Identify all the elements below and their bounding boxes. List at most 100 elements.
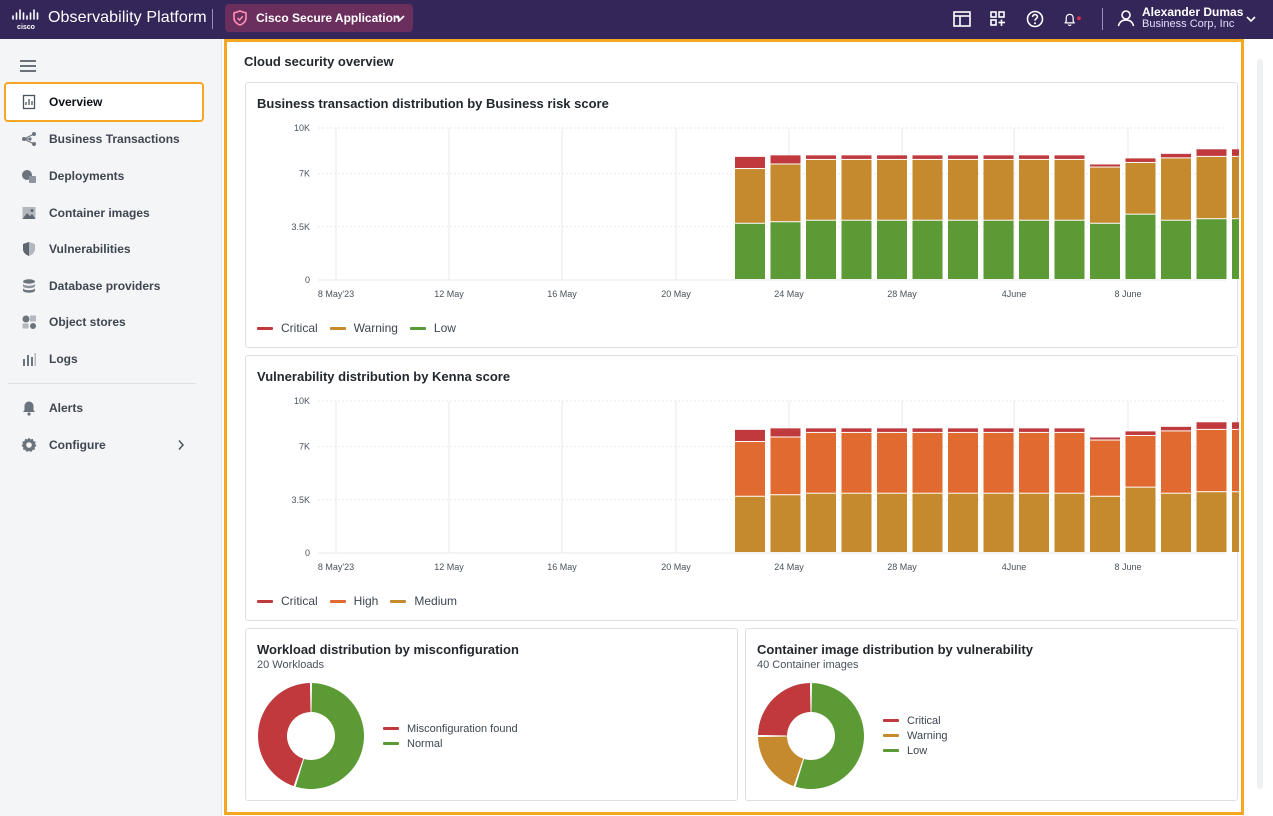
bar-segment-medium[interactable] <box>912 493 943 552</box>
legend-item-warning[interactable]: Warning <box>883 728 948 743</box>
bar-segment-high[interactable] <box>841 432 872 493</box>
bar-segment-high[interactable] <box>806 432 836 493</box>
bar-segment-high[interactable] <box>983 432 1014 493</box>
user-avatar-icon[interactable] <box>1116 8 1136 28</box>
bar-segment-low[interactable] <box>1125 214 1156 279</box>
donut-slice-critical[interactable] <box>758 683 811 736</box>
bar-segment-low[interactable] <box>770 222 801 279</box>
legend-item-misconfiguration-found[interactable]: Misconfiguration found <box>383 721 518 736</box>
bar-segment-critical[interactable] <box>1125 158 1156 162</box>
bar-segment-critical[interactable] <box>983 155 1014 159</box>
bar-segment-warning[interactable] <box>806 159 836 220</box>
page-scrollbar[interactable] <box>1257 59 1263 789</box>
bar-segment-critical[interactable] <box>948 428 978 432</box>
bar-segment-low[interactable] <box>1161 220 1191 279</box>
bar-segment-critical[interactable] <box>1019 428 1049 432</box>
sidebar-item-container-images[interactable]: Container images <box>8 197 203 229</box>
bar-segment-medium[interactable] <box>1196 492 1227 552</box>
help-icon[interactable] <box>1025 9 1045 29</box>
bar-segment-low[interactable] <box>735 223 765 279</box>
bar-segment-low[interactable] <box>1090 223 1120 279</box>
bar-segment-warning[interactable] <box>912 159 943 220</box>
bar-segment-critical[interactable] <box>912 428 943 432</box>
bar-segment-critical[interactable] <box>1196 422 1227 429</box>
bar-segment-critical[interactable] <box>948 155 978 159</box>
bar-segment-critical[interactable] <box>877 428 907 432</box>
bar-segment-medium[interactable] <box>877 493 907 552</box>
bar-segment-high[interactable] <box>912 432 943 493</box>
bar-segment-medium[interactable] <box>1232 492 1239 552</box>
hamburger-menu-icon[interactable] <box>20 60 36 72</box>
bar-segment-critical[interactable] <box>770 155 801 164</box>
legend-item-medium[interactable]: Medium <box>390 594 457 608</box>
bar-segment-low[interactable] <box>806 220 836 279</box>
bar-segment-warning[interactable] <box>1090 167 1120 223</box>
bar-segment-medium[interactable] <box>806 493 836 552</box>
bar-segment-critical[interactable] <box>1125 431 1156 435</box>
cisco-logo-icon[interactable]: cisco <box>11 9 41 31</box>
bar-segment-high[interactable] <box>1196 429 1227 492</box>
bar-segment-critical[interactable] <box>983 428 1014 432</box>
bar-segment-critical[interactable] <box>1019 155 1049 159</box>
layout-icon[interactable] <box>952 9 972 29</box>
bar-segment-low[interactable] <box>1054 220 1085 279</box>
legend-item-high[interactable]: High <box>329 594 378 608</box>
bar-segment-high[interactable] <box>1232 429 1239 492</box>
bar-segment-low[interactable] <box>841 220 872 279</box>
donut-slice-warning[interactable] <box>758 736 804 787</box>
user-name[interactable]: Alexander Dumas <box>1142 5 1244 19</box>
bar-segment-critical[interactable] <box>806 428 836 432</box>
bar-segment-medium[interactable] <box>983 493 1014 552</box>
bar-segment-warning[interactable] <box>1019 159 1049 220</box>
bar-segment-critical[interactable] <box>1161 153 1191 158</box>
sidebar-item-object-stores[interactable]: Object stores <box>8 306 203 338</box>
bar-segment-low[interactable] <box>912 220 943 279</box>
donut-slice-normal[interactable] <box>295 683 364 789</box>
bar-segment-medium[interactable] <box>841 493 872 552</box>
bar-segment-low[interactable] <box>1019 220 1049 279</box>
bar-segment-high[interactable] <box>1019 432 1049 493</box>
bar-segment-high[interactable] <box>948 432 978 493</box>
bar-segment-critical[interactable] <box>1232 149 1239 156</box>
bar-segment-warning[interactable] <box>1161 158 1191 220</box>
bar-segment-high[interactable] <box>1125 435 1156 487</box>
bar-segment-warning[interactable] <box>877 159 907 220</box>
bar-segment-critical[interactable] <box>1054 428 1085 432</box>
legend-item-critical[interactable]: Critical <box>883 713 948 728</box>
bar-segment-low[interactable] <box>877 220 907 279</box>
donut-slice-misconfiguration-found[interactable] <box>258 683 311 787</box>
legend-item-low[interactable]: Low <box>409 321 456 335</box>
bar-segment-critical[interactable] <box>770 428 801 437</box>
bar-segment-critical[interactable] <box>1090 164 1120 167</box>
bar-segment-warning[interactable] <box>841 159 872 220</box>
bar-segment-critical[interactable] <box>877 155 907 159</box>
sidebar-item-vulnerabilities[interactable]: Vulnerabilities <box>8 233 203 265</box>
bar-segment-high[interactable] <box>1161 431 1191 493</box>
sidebar-item-business-transactions[interactable]: Business Transactions <box>8 123 203 155</box>
bar-segment-high[interactable] <box>735 442 765 496</box>
legend-item-low[interactable]: Low <box>883 743 948 758</box>
bar-segment-critical[interactable] <box>841 428 872 432</box>
bar-segment-low[interactable] <box>948 220 978 279</box>
bar-segment-warning[interactable] <box>770 164 801 222</box>
bar-segment-warning[interactable] <box>735 169 765 223</box>
bar-segment-high[interactable] <box>1054 432 1085 493</box>
bar-segment-warning[interactable] <box>983 159 1014 220</box>
legend-item-critical[interactable]: Critical <box>257 321 318 335</box>
bar-segment-medium[interactable] <box>1019 493 1049 552</box>
bar-segment-critical[interactable] <box>1232 422 1239 429</box>
legend-item-critical[interactable]: Critical <box>257 594 318 608</box>
bar-segment-medium[interactable] <box>735 496 765 552</box>
user-menu-chevron-icon[interactable] <box>1246 15 1256 23</box>
bar-segment-critical[interactable] <box>735 429 765 442</box>
bar-segment-warning[interactable] <box>1054 159 1085 220</box>
bar-segment-critical[interactable] <box>1196 149 1227 156</box>
apps-grid-icon[interactable] <box>988 9 1008 29</box>
bar-segment-medium[interactable] <box>948 493 978 552</box>
bar-segment-critical[interactable] <box>1054 155 1085 159</box>
bar-segment-medium[interactable] <box>770 495 801 552</box>
sidebar-item-logs[interactable]: Logs <box>8 343 203 375</box>
bar-segment-warning[interactable] <box>1232 156 1239 219</box>
legend-item-normal[interactable]: Normal <box>383 736 518 751</box>
bar-segment-warning[interactable] <box>1125 162 1156 214</box>
